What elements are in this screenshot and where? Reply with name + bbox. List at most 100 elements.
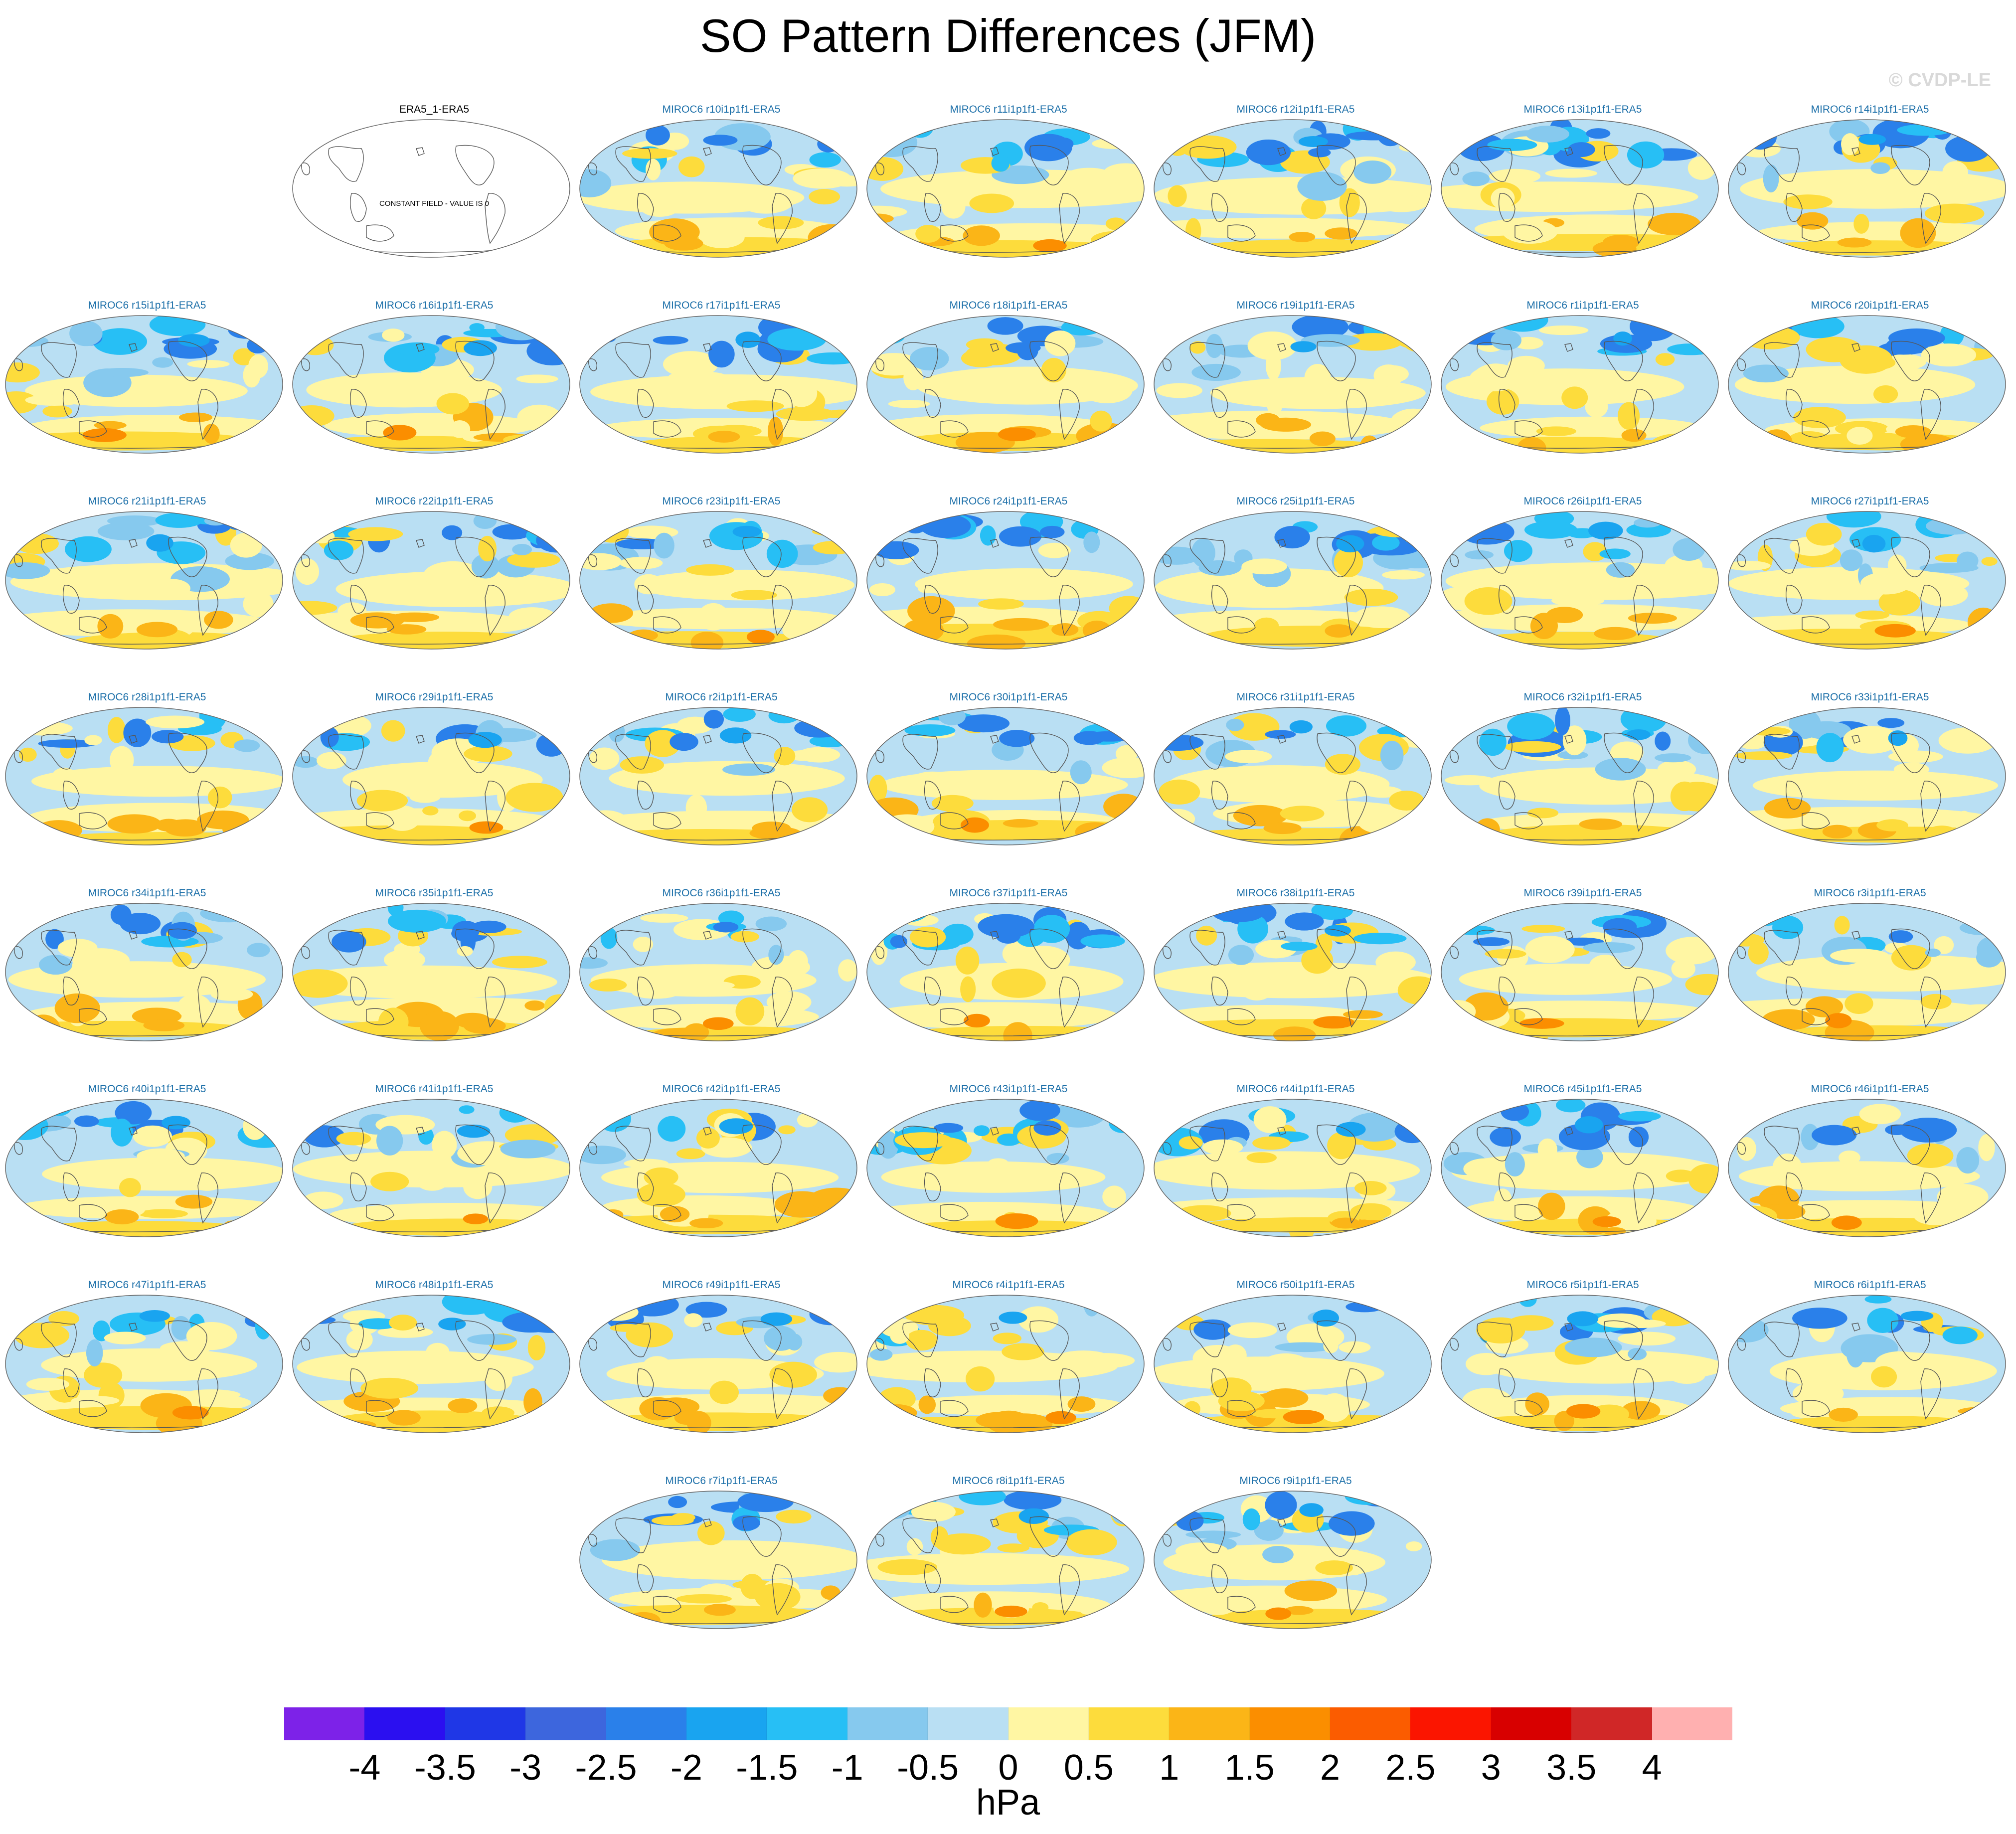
anomaly-blob <box>1362 786 1402 798</box>
anomaly-min <box>713 922 739 933</box>
anomaly-blob <box>1311 971 1344 998</box>
anomaly-blob <box>1449 628 1481 643</box>
anomaly-blob <box>646 125 670 146</box>
anomaly-max <box>1837 237 1872 248</box>
robinson-map <box>1728 1295 2006 1433</box>
anomaly-blob <box>1826 511 1881 528</box>
anomaly-blob <box>154 579 190 598</box>
anomaly-blob <box>1878 589 1920 616</box>
anomaly-blob <box>737 1491 794 1512</box>
coastline-1 <box>924 193 941 222</box>
coastline-0 <box>902 538 938 574</box>
coastline-3 <box>742 1320 782 1361</box>
anomaly-blob <box>823 1387 857 1405</box>
coastline-2 <box>940 1204 969 1221</box>
anomaly-blob <box>1806 522 1842 546</box>
anomaly-blob <box>1375 194 1428 212</box>
anomaly-blob <box>54 993 100 1023</box>
anomaly-blob <box>580 169 612 197</box>
anomaly-blob <box>74 1115 99 1127</box>
anomaly-blob <box>963 225 1000 246</box>
anomaly-min <box>719 1118 753 1135</box>
anomaly-blob <box>110 904 132 925</box>
robinson-map <box>5 511 283 650</box>
anomaly-blob <box>602 1209 624 1221</box>
coastline-0 <box>1189 1322 1225 1357</box>
anomaly-max <box>383 425 417 441</box>
anomaly-blob <box>25 394 84 406</box>
member-panel: MIROC6 r37i1p1f1-ERA5 <box>866 887 1151 1077</box>
anomaly-blob <box>463 1173 493 1199</box>
coastline-1 <box>349 781 367 810</box>
anomaly-blob <box>1576 1146 1603 1168</box>
coastline-1 <box>1498 1172 1515 1201</box>
anomaly-blob <box>543 724 560 738</box>
member-panel: MIROC6 r12i1p1f1-ERA5 <box>1153 104 1438 293</box>
anomaly-blob <box>45 929 64 949</box>
anomaly-blob <box>1284 1580 1338 1601</box>
anomaly-blob <box>1441 524 1472 540</box>
coastline-3 <box>1029 1124 1069 1165</box>
anomaly-blob <box>1797 212 1829 230</box>
coastline-1 <box>1785 1172 1803 1201</box>
map-outline <box>1154 903 1432 1041</box>
coastline-1 <box>1211 193 1228 222</box>
anomaly-min <box>1033 1120 1061 1136</box>
coastline-0 <box>1477 1126 1512 1162</box>
anomaly-blob <box>918 1395 936 1414</box>
anomaly-blob <box>933 1123 964 1133</box>
coastline-5 <box>1163 931 1286 959</box>
anomaly-blob <box>1033 915 1070 943</box>
anomaly-blob <box>589 978 627 992</box>
robinson-map <box>866 1295 1145 1433</box>
coastline-0 <box>1189 1517 1225 1553</box>
panel-title: MIROC6 r5i1p1f1-ERA5 <box>1526 1279 1639 1291</box>
coastline-1 <box>1498 389 1515 418</box>
anomaly-blob <box>668 1496 687 1508</box>
anomaly-blob <box>1956 1147 1980 1174</box>
anomaly-min <box>703 135 738 146</box>
anomaly-blob <box>1354 1181 1387 1195</box>
anomaly-blob <box>387 909 447 933</box>
anomaly-blob <box>619 557 663 569</box>
anomaly-blob <box>622 148 677 159</box>
anomaly-max <box>1313 1016 1354 1029</box>
coastline-5 <box>875 539 999 567</box>
coastline-2 <box>1514 1400 1543 1417</box>
map-outline <box>579 707 857 845</box>
anomaly-blob <box>39 955 73 975</box>
anomaly-blob <box>1265 730 1296 739</box>
anomaly-blob <box>1339 1341 1371 1353</box>
coastline-0 <box>615 342 651 378</box>
coastline-1 <box>62 977 80 1005</box>
anomaly-blob <box>1938 727 1997 754</box>
anomaly-blob <box>1741 326 1800 349</box>
anomaly-blob <box>1772 915 1804 940</box>
coastline-4 <box>197 585 218 636</box>
anomaly-blob <box>1372 523 1429 538</box>
coastline-5 <box>1450 539 1573 567</box>
anomaly-min <box>1575 1116 1603 1134</box>
anomaly-blob <box>459 810 477 822</box>
anomaly-blob <box>1487 139 1537 151</box>
robinson-map <box>1154 119 1432 258</box>
coastline-4 <box>197 1172 218 1224</box>
coastline-0 <box>328 1126 364 1162</box>
coastline-0 <box>41 342 77 378</box>
anomaly-blob <box>766 991 812 1013</box>
anomaly-blob <box>1176 1205 1231 1222</box>
colorbar-box-0 <box>284 1707 365 1740</box>
coastline-5 <box>301 735 425 763</box>
anomaly-blob <box>902 511 929 534</box>
anomaly-blob <box>226 514 247 530</box>
anomaly-blob <box>1046 1153 1069 1164</box>
anomaly-blob <box>86 1339 103 1367</box>
anomaly-blob <box>624 1159 669 1168</box>
robinson-map <box>1728 1099 2006 1237</box>
anomaly-blob <box>1112 1506 1141 1525</box>
anomaly-min <box>139 1310 170 1322</box>
anomaly-max <box>1325 624 1353 638</box>
anomaly-blob <box>1791 1407 1825 1419</box>
coastline-3 <box>1317 1124 1356 1165</box>
map-outline <box>1154 1099 1432 1237</box>
